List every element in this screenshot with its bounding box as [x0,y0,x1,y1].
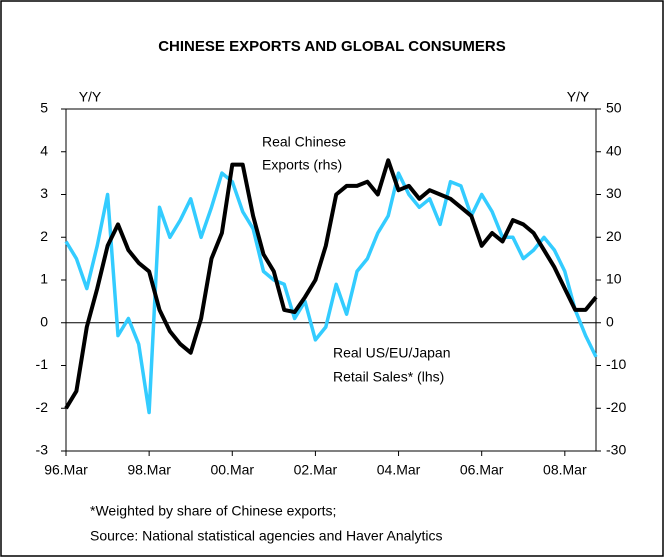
y-tick-label: 4 [40,142,48,158]
footnote: Source: National statistical agencies an… [90,528,443,544]
y2-tick-label: -10 [606,356,626,372]
x-tick-label: 06.Mar [460,462,504,478]
x-tick-label: 96.Mar [44,462,88,478]
x-tick-label: 00.Mar [210,462,254,478]
annotation: Real US/EU/Japan [333,345,451,361]
y-tick-label: 0 [40,313,48,329]
y2-axis-label: Y/Y [567,89,590,105]
y-tick-label: 3 [40,185,48,201]
y-tick-label: 1 [40,271,48,287]
y2-tick-label: 30 [606,185,622,201]
y-tick-label: 5 [40,100,48,116]
y-axis-label: Y/Y [79,89,102,105]
y-tick-label: 2 [40,228,48,244]
y2-tick-label: 0 [606,313,614,329]
annotation: Exports (rhs) [262,157,342,173]
x-tick-label: 98.Mar [127,462,171,478]
chart-title: CHINESE EXPORTS AND GLOBAL CONSUMERS [158,38,506,55]
y2-tick-label: -20 [606,399,626,415]
x-tick-label: 02.Mar [294,462,338,478]
y-tick-label: -2 [36,399,49,415]
y2-tick-label: 40 [606,142,622,158]
y2-tick-label: -30 [606,442,626,458]
y2-tick-label: 50 [606,100,622,116]
y2-tick-label: 10 [606,271,622,287]
annotation: Retail Sales* (lhs) [333,369,444,385]
x-tick-label: 08.Mar [543,462,587,478]
line-series [64,158,598,410]
annotation: Real Chinese [262,134,346,150]
y2-tick-label: 20 [606,228,622,244]
y-tick-label: -3 [36,442,49,458]
footnote: *Weighted by share of Chinese exports; [90,503,336,519]
line-series [64,171,598,415]
x-tick-label: 04.Mar [377,462,421,478]
y-tick-label: -1 [36,356,49,372]
